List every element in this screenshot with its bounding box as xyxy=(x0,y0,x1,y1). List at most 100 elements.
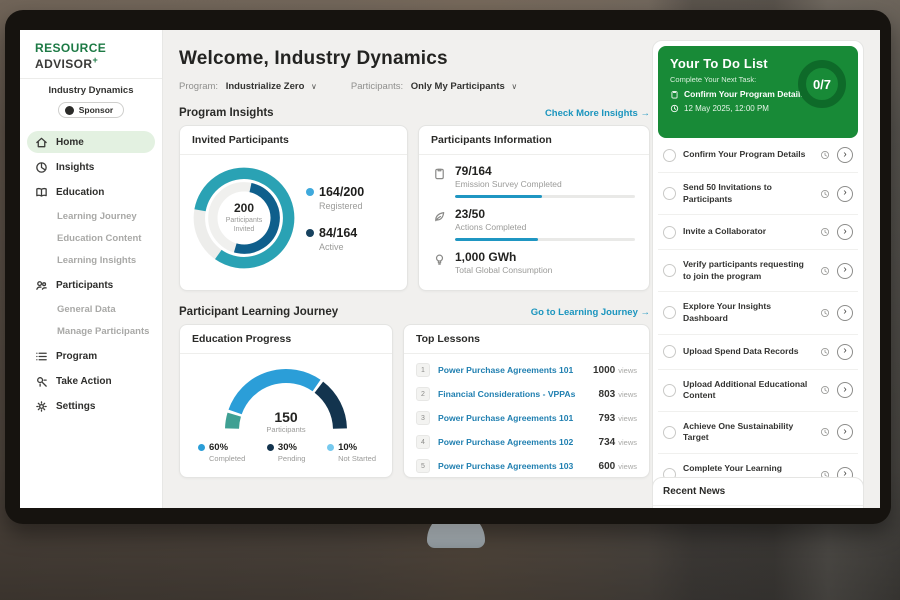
views-suffix: views xyxy=(618,389,637,399)
progress-bar xyxy=(455,195,635,198)
chevron-right-icon[interactable]: › xyxy=(837,147,853,163)
clock-icon xyxy=(821,308,829,317)
sidebar-item-manage-participants[interactable]: Manage Participants xyxy=(27,321,155,342)
clock-icon xyxy=(821,266,829,275)
sidebar-item-general-data[interactable]: General Data xyxy=(27,299,155,320)
task-checkbox[interactable] xyxy=(663,264,676,278)
todo-progress-value: 0/7 xyxy=(812,76,832,92)
todo-task[interactable]: Upload Spend Data Records › xyxy=(658,335,858,370)
todo-task[interactable]: Achieve One Sustainability Target › xyxy=(658,412,858,454)
task-label: Confirm Your Program Details xyxy=(683,149,806,160)
views-suffix: views xyxy=(618,365,637,375)
lesson-link[interactable]: Power Purchase Agreements 101 xyxy=(438,413,574,423)
metric-actions: 23/50 Actions Completed xyxy=(433,207,635,241)
chevron-right-icon[interactable]: › xyxy=(837,224,853,241)
task-label: Invite a Collaborator xyxy=(683,226,767,237)
lesson-link[interactable]: Financial Considerations - VPPAs xyxy=(438,389,576,399)
sidebar-item-label: Home xyxy=(56,136,84,148)
chevron-right-icon[interactable]: › xyxy=(837,424,853,441)
chevron-right-icon[interactable]: › xyxy=(837,304,853,321)
sidebar-item-learning-insights[interactable]: Learning Insights xyxy=(27,250,155,271)
sidebar-item-label: Education Content xyxy=(57,233,142,244)
lesson-row: 2 Financial Considerations - VPPAs 803 v… xyxy=(416,382,637,406)
metric-value: 79/164 xyxy=(455,164,492,178)
donut-center-label: 200 Participants Invited xyxy=(190,164,298,272)
lesson-views: 803 xyxy=(598,388,616,400)
task-checkbox[interactable] xyxy=(663,225,676,239)
sidebar-item-label: Participants xyxy=(56,279,114,291)
participants-filter[interactable]: Participants: Only My Participants ∨ xyxy=(351,81,517,92)
task-checkbox[interactable] xyxy=(663,345,676,359)
sidebar-item-program[interactable]: Program xyxy=(27,345,155,367)
metric-value: 1,000 GWh xyxy=(455,250,517,264)
legend-completed: 60% Completed xyxy=(198,442,245,463)
task-label: Achieve One Sustainability Target xyxy=(683,420,794,443)
chevron-right-icon[interactable]: › xyxy=(837,382,853,399)
task-checkbox[interactable] xyxy=(663,306,676,320)
todo-task[interactable]: Explore Your Insights Dashboard › xyxy=(658,292,858,335)
gauge-center-label: 150 Participants xyxy=(211,409,361,434)
sidebar-item-settings[interactable]: Settings xyxy=(27,395,155,417)
sidebar-item-education-content[interactable]: Education Content xyxy=(27,228,155,249)
task-checkbox[interactable] xyxy=(663,148,676,162)
todo-task[interactable]: Confirm Your Program Details › xyxy=(658,138,858,173)
lesson-link[interactable]: Power Purchase Agreements 102 xyxy=(438,437,574,447)
task-checkbox[interactable] xyxy=(663,425,676,439)
completed-dot xyxy=(198,444,205,451)
lesson-rank: 5 xyxy=(416,459,430,473)
todo-task[interactable]: Verify participants requesting to join t… xyxy=(658,250,858,293)
education-icon xyxy=(36,187,47,197)
card-title: Top Lessons xyxy=(404,325,649,354)
lesson-views: 600 xyxy=(598,460,616,472)
gear-icon xyxy=(36,400,47,412)
metric-label: Emission Survey Completed xyxy=(455,179,562,189)
education-gauge-chart: 150 Participants xyxy=(211,362,361,434)
card-title: Participants Information xyxy=(419,126,649,155)
chevron-right-icon[interactable]: › xyxy=(837,185,853,202)
task-checkbox[interactable] xyxy=(663,187,676,201)
todo-task[interactable]: Upload Additional Educational Content › xyxy=(658,370,858,412)
lesson-row: 4 Power Purchase Agreements 102 734 view… xyxy=(416,430,637,454)
participants-count-label: Participants xyxy=(266,425,306,434)
clock-icon xyxy=(821,347,829,356)
clock-icon xyxy=(670,104,679,113)
sidebar-item-participants[interactable]: Participants xyxy=(27,274,155,296)
sidebar-item-take-action[interactable]: Take Action xyxy=(27,370,155,392)
sidebar-item-home[interactable]: Home xyxy=(27,131,155,153)
dashboard-screen: RESOURCE ADVISOR+ Industry Dynamics Spon… xyxy=(20,30,880,508)
active-label: Active xyxy=(319,241,344,252)
task-label: Send 50 Invitations to Participants xyxy=(683,182,772,204)
lesson-row: 3 Power Purchase Agreements 101 793 view… xyxy=(416,406,637,430)
learning-journey-header: Participant Learning Journey Go to Learn… xyxy=(179,306,650,318)
sidebar-item-learning-journey[interactable]: Learning Journey xyxy=(27,206,155,227)
views-suffix: views xyxy=(618,413,637,423)
lesson-views: 793 xyxy=(598,412,616,424)
todo-task[interactable]: Invite a Collaborator › xyxy=(658,215,858,251)
todo-task[interactable]: Send 50 Invitations to Participants › xyxy=(658,173,858,216)
chevron-right-icon[interactable]: › xyxy=(837,262,853,279)
chevron-right-icon[interactable]: › xyxy=(837,343,853,360)
check-more-insights-link[interactable]: Check More Insights → xyxy=(545,108,650,119)
participants-filter-value: Only My Participants xyxy=(410,81,505,92)
todo-title: Your To Do List xyxy=(670,56,768,71)
page-title: Welcome, Industry Dynamics xyxy=(179,48,448,69)
lesson-link[interactable]: Power Purchase Agreements 101 xyxy=(438,365,574,375)
go-to-learning-journey-link[interactable]: Go to Learning Journey → xyxy=(531,307,650,318)
program-insights-header: Program Insights Check More Insights → xyxy=(179,107,650,119)
sponsor-badge[interactable]: Sponsor xyxy=(57,102,125,118)
learning-journey-title: Participant Learning Journey xyxy=(179,306,339,318)
legend-active: 84/164 Active xyxy=(306,226,364,252)
todo-next-task-label: Confirm Your Program Details xyxy=(684,89,806,99)
sidebar-item-education[interactable]: Education xyxy=(27,181,155,203)
pending-pct: 30% xyxy=(277,442,297,453)
arrow-right-icon: → xyxy=(640,108,651,119)
invited-donut-chart: 200 Participants Invited xyxy=(190,164,298,272)
sidebar-item-label: General Data xyxy=(57,304,116,315)
arrow-right-icon: → xyxy=(640,307,651,318)
metric-emission-survey: 79/164 Emission Survey Completed xyxy=(433,164,635,198)
task-checkbox[interactable] xyxy=(663,383,676,397)
program-filter[interactable]: Program: Industrialize Zero ∨ xyxy=(179,81,317,92)
sidebar-item-insights[interactable]: Insights xyxy=(27,156,155,178)
lesson-link[interactable]: Power Purchase Agreements 103 xyxy=(438,461,574,471)
progress-fill xyxy=(455,195,542,198)
